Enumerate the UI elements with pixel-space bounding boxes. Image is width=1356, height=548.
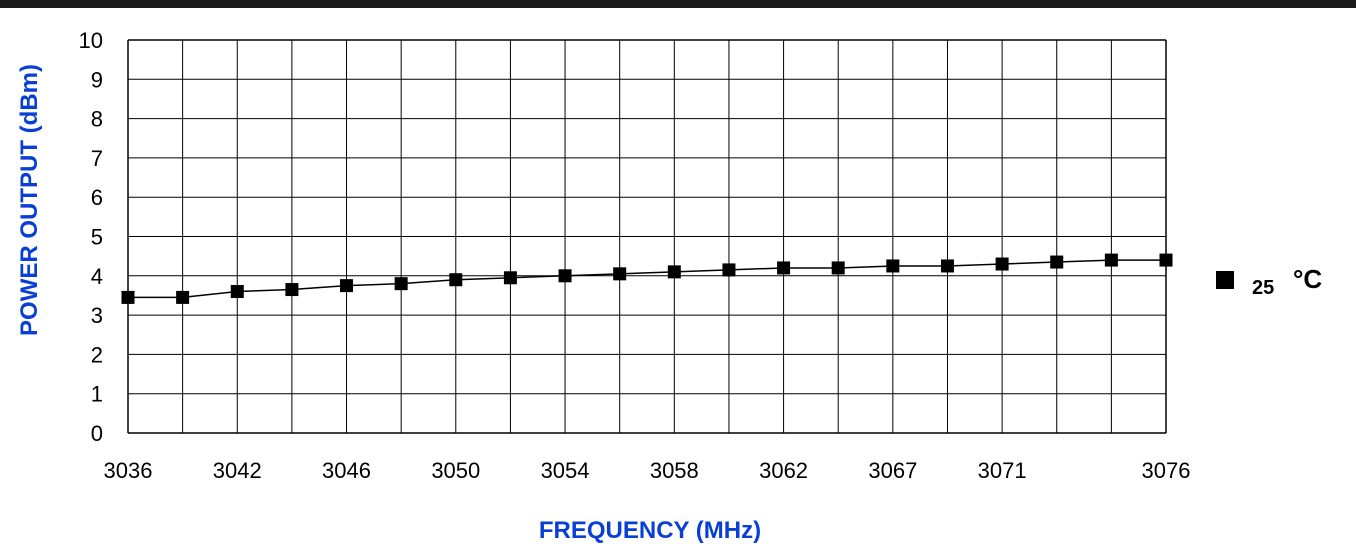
data-point bbox=[831, 261, 845, 275]
y-tick-label: 8 bbox=[91, 107, 103, 132]
legend-unit: °C bbox=[1293, 264, 1322, 294]
data-point bbox=[1159, 253, 1173, 267]
data-point bbox=[176, 290, 190, 304]
y-tick-label: 9 bbox=[91, 67, 103, 92]
x-tick-labels: 3036 3042 3046 3050 3054 3058 3062 3067 3071 3076 bbox=[104, 458, 1191, 483]
data-point bbox=[340, 279, 354, 293]
series-25 bbox=[121, 253, 1173, 304]
x-tick-label: 3058 bbox=[650, 458, 699, 483]
legend: 25 °C bbox=[1216, 264, 1322, 299]
data-point bbox=[1104, 253, 1118, 267]
y-tick-label: 4 bbox=[91, 264, 103, 289]
y-tick-label: 10 bbox=[79, 28, 103, 53]
x-tick-label: 3071 bbox=[978, 458, 1027, 483]
y-tick-label: 0 bbox=[91, 421, 103, 446]
legend-label: 25 bbox=[1252, 277, 1274, 299]
x-tick-label: 3050 bbox=[431, 458, 480, 483]
data-point bbox=[940, 259, 954, 273]
y-tick-label: 2 bbox=[91, 342, 103, 367]
y-tick-label: 1 bbox=[91, 382, 103, 407]
y-tick-label: 5 bbox=[91, 225, 103, 250]
data-point bbox=[886, 259, 900, 273]
x-tick-label: 3062 bbox=[759, 458, 808, 483]
top-border-bar bbox=[0, 0, 1356, 8]
data-point bbox=[667, 265, 681, 279]
data-point bbox=[230, 285, 244, 299]
grid bbox=[127, 39, 1167, 434]
data-point bbox=[503, 271, 517, 285]
x-tick-label: 3036 bbox=[104, 458, 153, 483]
data-point bbox=[722, 263, 736, 277]
data-point bbox=[394, 277, 408, 291]
data-point bbox=[613, 267, 627, 281]
data-point bbox=[121, 290, 135, 304]
data-point bbox=[558, 269, 572, 283]
y-tick-labels: 0 1 2 3 4 5 6 7 8 9 10 bbox=[79, 28, 103, 446]
x-tick-label: 3076 bbox=[1142, 458, 1191, 483]
y-tick-label: 3 bbox=[91, 303, 103, 328]
data-point bbox=[285, 283, 299, 297]
x-tick-label: 3046 bbox=[322, 458, 371, 483]
y-tick-label: 7 bbox=[91, 146, 103, 171]
y-tick-label: 6 bbox=[91, 185, 103, 210]
data-point bbox=[449, 273, 463, 287]
data-point bbox=[777, 261, 791, 275]
x-tick-label: 3067 bbox=[868, 458, 917, 483]
x-tick-label: 3042 bbox=[213, 458, 262, 483]
data-point bbox=[995, 257, 1009, 271]
data-point bbox=[1050, 255, 1064, 269]
legend-marker bbox=[1216, 271, 1234, 289]
x-axis-title: FREQUENCY (MHz) bbox=[539, 517, 761, 544]
series-line bbox=[128, 259, 1166, 299]
y-axis-title: POWER OUTPUT (dBm) bbox=[16, 64, 43, 336]
x-tick-label: 3054 bbox=[541, 458, 590, 483]
